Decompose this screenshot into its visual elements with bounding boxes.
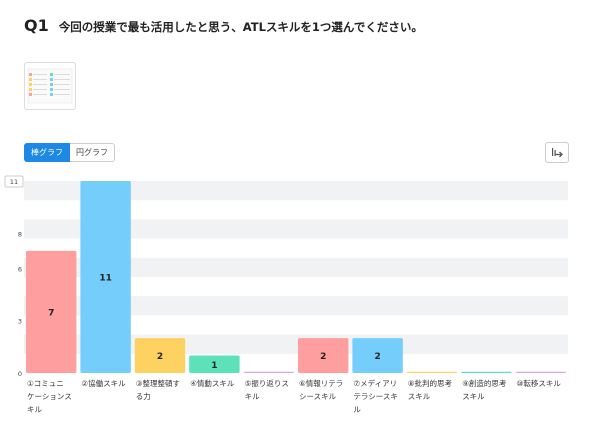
y-tick-label: 3 (18, 318, 22, 326)
bar-value-label: 2 (374, 352, 380, 362)
bar (515, 371, 566, 373)
y-tick-label: 6 (18, 265, 22, 273)
grid-band (24, 257, 568, 277)
bar (352, 338, 403, 373)
x-tick-label: ①コミュニ ケーションス キル (27, 379, 72, 414)
thumbnail-image[interactable] (24, 62, 76, 110)
x-tick-label: ⑤振り返りス キル (244, 379, 289, 401)
x-tick-label: ⑦メディアリ テラシースキル (353, 379, 398, 414)
export-button[interactable] (545, 142, 569, 163)
bar-value-label: 2 (320, 352, 326, 362)
y-tick-label: 11 (10, 178, 18, 186)
x-tick-label: ②協働スキル (81, 379, 126, 388)
chart-type-toggle: 棒グラフ 円グラフ (24, 143, 115, 162)
bar (298, 338, 349, 373)
x-tick-label: ⑩転移スキル (516, 379, 561, 388)
bar (80, 181, 131, 373)
y-tick-label: 8 (18, 230, 22, 238)
export-icon (552, 148, 563, 158)
y-max-box (4, 175, 24, 188)
pie-chart-tab[interactable]: 円グラフ (70, 143, 115, 162)
bar-value-label: 11 (99, 274, 112, 284)
bar (243, 371, 294, 373)
bar (406, 371, 458, 373)
bar-chart-tab[interactable]: 棒グラフ (24, 143, 70, 162)
question-text: 今回の授業で最も活用したと思う、ATLスキルを1つ選んでください。 (58, 20, 423, 34)
x-tick-label: ⑥情報リテラ シースキル (299, 379, 344, 401)
bar (461, 371, 512, 373)
x-tick-label: ⑨創造的思考 スキル (462, 379, 507, 401)
bar-value-label: 2 (157, 352, 163, 362)
bar-value-label: 7 (48, 308, 54, 318)
bar-chart: 0 3 6 8 11 7 11 2 1 2 2 (4, 175, 568, 377)
bar (26, 250, 77, 373)
bar-value-label: 1 (211, 361, 217, 371)
x-axis-labels: ①コミュニ ケーションス キル ②協働スキル ③整理整頓す る力 ④情動スキル ⑤振り返りスキ… (0, 377, 590, 427)
grid-band (24, 219, 568, 239)
question-number: Q1 (24, 16, 49, 35)
grid-band (24, 296, 568, 316)
question-header: Q1 今回の授業で最も活用したと思う、ATLスキルを1つ選んでください。 (24, 16, 423, 35)
bar (189, 355, 240, 373)
x-tick-label: ③整理整頓す る力 (135, 379, 181, 401)
grid-band (24, 181, 568, 201)
x-tick-label: ⑧批判的思考 スキル (407, 379, 453, 401)
thumbnail-preview-icon (27, 68, 73, 104)
bar (134, 338, 186, 373)
x-tick-label: ④情動スキル (190, 379, 235, 388)
y-tick-label: 0 (18, 370, 22, 377)
